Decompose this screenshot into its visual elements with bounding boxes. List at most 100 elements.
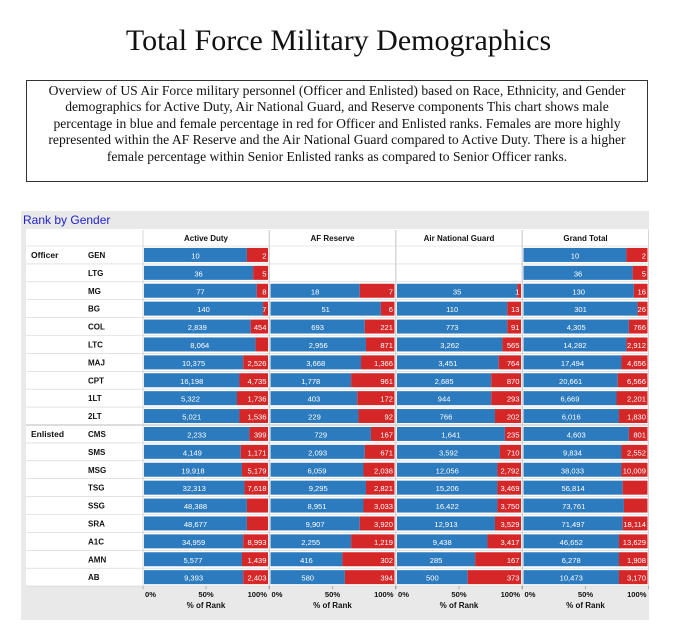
male-bar (397, 516, 495, 531)
chart-description: Overview of US Air Force military person… (26, 80, 648, 182)
female-value-label: 16 (638, 287, 646, 296)
male-bar (397, 319, 508, 334)
female-bar (359, 283, 395, 298)
male-value-label: 20,661 (559, 377, 582, 386)
female-bar (621, 462, 648, 477)
male-value-label: 5,577 (183, 556, 202, 565)
female-bar (344, 570, 395, 585)
male-bar (270, 534, 352, 549)
male-value-label: 729 (314, 430, 327, 439)
x-axis-title: % of Rank (187, 601, 226, 610)
female-value-label: 1 (515, 287, 519, 296)
female-bar (246, 247, 268, 262)
male-bar (144, 283, 257, 298)
rank-label: SMS (88, 448, 106, 457)
female-value-label: 167 (507, 556, 520, 565)
male-value-label: 56,814 (561, 484, 584, 493)
male-bar (270, 444, 365, 459)
female-bar (491, 373, 521, 388)
female-bar (237, 391, 268, 406)
female-value-label: 2,403 (247, 574, 266, 583)
male-bar (270, 409, 359, 424)
male-value-label: 10,375 (182, 359, 205, 368)
female-bar (626, 337, 648, 352)
male-value-label: 17,494 (561, 359, 584, 368)
male-value-label: 229 (308, 413, 321, 422)
female-bar (240, 444, 268, 459)
male-value-label: 5,021 (182, 413, 201, 422)
female-value-label: 3,469 (500, 484, 519, 493)
male-value-label: 301 (574, 305, 587, 314)
female-bar (617, 373, 648, 388)
female-value-label: 6 (389, 305, 393, 314)
male-bar (523, 391, 617, 406)
male-bar (397, 480, 498, 495)
female-bar (244, 480, 268, 495)
male-value-label: 36 (194, 269, 202, 278)
male-value-label: 48,388 (184, 502, 207, 511)
male-bar (144, 444, 241, 459)
x-tick-label: 100% (248, 590, 268, 599)
male-value-label: 1,778 (301, 377, 320, 386)
male-value-label: 3,262 (440, 341, 459, 350)
female-bar (504, 426, 521, 441)
female-bar (497, 498, 521, 513)
female-bar (342, 552, 395, 567)
male-value-label: 285 (430, 556, 443, 565)
female-value-label: 4,735 (247, 377, 266, 386)
x-axis-title: % of Rank (313, 601, 352, 610)
male-value-label: 2,956 (309, 341, 328, 350)
male-value-label: 48,677 (184, 520, 207, 529)
female-bar (632, 265, 648, 280)
female-bar (241, 552, 268, 567)
female-bar (637, 301, 648, 316)
male-bar (144, 570, 244, 585)
male-bar (523, 516, 623, 531)
female-bar (363, 462, 395, 477)
female-bar (243, 355, 268, 370)
female-bar (618, 534, 648, 549)
female-bar (365, 480, 395, 495)
female-value-label: 10,009 (623, 466, 646, 475)
male-value-label: 73,761 (562, 502, 585, 511)
male-value-label: 36 (574, 269, 582, 278)
rank-label: SRA (88, 520, 105, 529)
panel-header: Air National Guard (424, 234, 495, 243)
female-bar (249, 426, 268, 441)
female-value-label: 5 (642, 269, 646, 278)
female-value-label: 91 (511, 323, 519, 332)
female-bar (351, 373, 395, 388)
male-value-label: 766 (440, 413, 453, 422)
male-value-label: 9,438 (433, 538, 452, 547)
male-bar (523, 570, 619, 585)
female-bar (380, 301, 395, 316)
female-bar (475, 552, 521, 567)
female-value-label: 293 (507, 395, 520, 404)
female-value-label: 3,750 (500, 502, 519, 511)
rank-label: 1LT (88, 394, 102, 403)
male-bar (397, 337, 503, 352)
male-value-label: 773 (446, 323, 459, 332)
male-bar (397, 462, 498, 477)
female-value-label: 871 (380, 341, 393, 350)
male-bar (144, 462, 242, 477)
female-value-label: 870 (507, 377, 520, 386)
female-bar (628, 319, 648, 334)
male-bar (397, 570, 468, 585)
male-bar (523, 534, 619, 549)
male-bar (270, 337, 366, 352)
female-value-label: 2,912 (627, 341, 646, 350)
male-value-label: 2,685 (435, 377, 454, 386)
female-value-label: 2,201 (627, 395, 646, 404)
rank-label: LTG (88, 269, 103, 278)
female-bar (241, 462, 268, 477)
male-value-label: 6,278 (562, 556, 581, 565)
female-value-label: 3,170 (627, 574, 646, 583)
x-tick-label: 100% (501, 590, 521, 599)
female-bar (487, 534, 521, 549)
male-bar (270, 552, 343, 567)
x-axis-title: % of Rank (566, 601, 605, 610)
section-title: Rank by Gender (23, 213, 111, 227)
female-value-label: 18,114 (623, 520, 646, 529)
male-bar (523, 265, 633, 280)
